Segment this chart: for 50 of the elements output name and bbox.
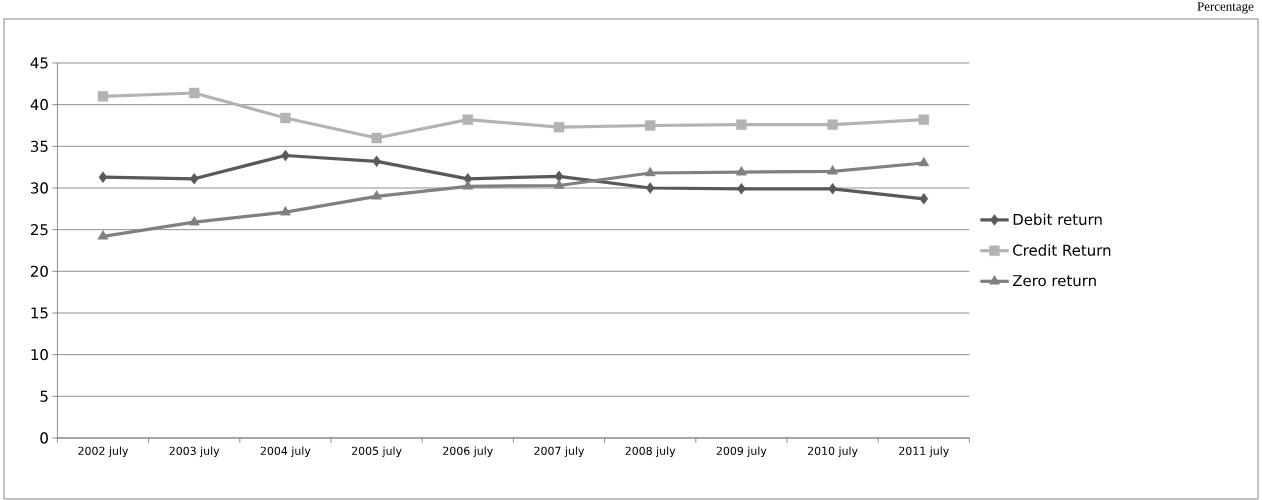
point — [97, 91, 109, 102]
point — [827, 165, 839, 175]
legend-label: Debit return — [1013, 213, 1102, 226]
point — [280, 112, 291, 124]
x-tick-label: 2010 july — [807, 446, 858, 458]
y-tick-label: 0 — [40, 432, 48, 444]
y-tick-label: 5 — [40, 390, 48, 402]
y-tick-label: 40 — [30, 99, 48, 111]
legend-label: Credit Return — [1013, 244, 1111, 256]
x-tick-label: 2008 july — [625, 446, 676, 458]
point — [918, 114, 930, 125]
point — [553, 121, 565, 133]
point — [645, 182, 655, 194]
x-tick-label: 2005 july — [351, 446, 402, 458]
y-tick-label: 10 — [31, 349, 48, 361]
point — [918, 156, 930, 167]
point — [97, 230, 109, 240]
point — [645, 120, 656, 131]
point — [189, 173, 199, 185]
point — [280, 205, 291, 216]
x-tick-label: 2009 july — [716, 446, 767, 458]
point — [644, 166, 656, 177]
point — [828, 183, 837, 195]
y-tick-label: 45 — [30, 57, 48, 69]
legend-label: Zero return — [1012, 275, 1096, 287]
x-tick-label: 2006 july — [443, 446, 493, 458]
point — [919, 193, 929, 205]
point — [371, 190, 383, 200]
x-tick-label: 2002 july — [78, 446, 129, 458]
x-tick-label: 2004 july — [260, 446, 311, 458]
point — [736, 165, 747, 176]
x-tick-label: 2007 july — [534, 446, 585, 458]
point — [827, 119, 838, 130]
y-tick-label: 25 — [30, 224, 48, 236]
point — [462, 114, 474, 125]
x-tick-label: 2011 july — [899, 446, 949, 458]
point — [371, 132, 382, 144]
y-tick-label: 35 — [31, 140, 48, 152]
point — [462, 180, 474, 190]
y-tick-label: 30 — [31, 182, 48, 194]
point — [188, 215, 200, 226]
x-tick-label: 2003 july — [169, 446, 220, 458]
y-tick-label: 20 — [30, 265, 48, 277]
point — [736, 119, 747, 130]
y-tick-label: 15 — [31, 307, 48, 319]
point — [98, 171, 108, 183]
point — [737, 183, 746, 195]
text: Percentage — [1197, 2, 1254, 14]
point — [553, 179, 565, 189]
point — [189, 87, 200, 99]
